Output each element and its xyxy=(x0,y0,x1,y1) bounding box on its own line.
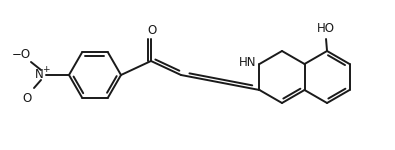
Text: HO: HO xyxy=(317,22,335,35)
Text: O: O xyxy=(23,92,32,105)
Text: HN: HN xyxy=(239,57,256,69)
Text: O: O xyxy=(147,24,157,38)
Text: −O: −O xyxy=(11,48,30,60)
Text: N: N xyxy=(35,68,43,81)
Text: +: + xyxy=(42,64,50,74)
